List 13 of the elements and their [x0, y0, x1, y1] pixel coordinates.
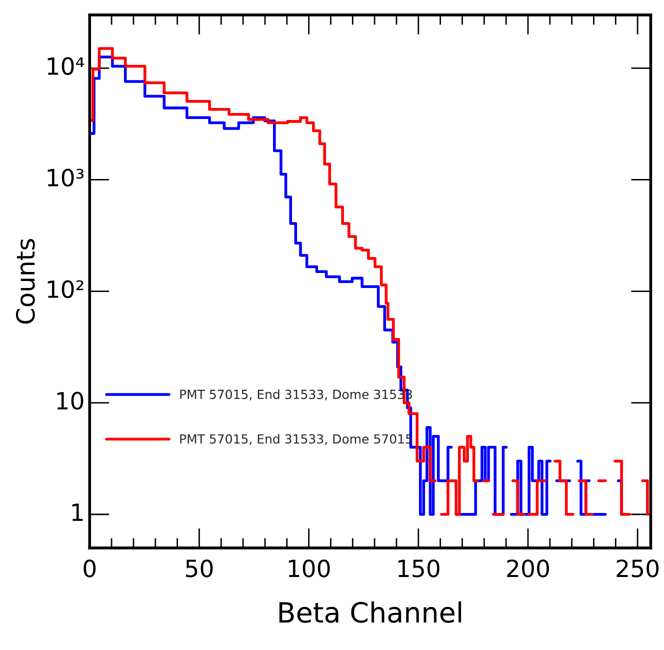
y-tick-label: 1	[72, 504, 83, 521]
x-tick-label: 250	[616, 559, 659, 578]
x-tick-label: 50	[186, 559, 213, 578]
y-tick-label: 10²	[48, 280, 84, 298]
x-tick-label: 0	[84, 559, 96, 578]
x-tick-label: 200	[507, 559, 549, 578]
y-tick-label: 10³	[48, 168, 84, 187]
x-axis-title: Beta Channel	[279, 601, 462, 623]
x-tick-label: 150	[398, 559, 440, 578]
y-tick-label: 10⁴	[48, 57, 84, 76]
y-tick-label: 10	[57, 392, 84, 410]
x-tick-label: 100	[288, 559, 330, 578]
y-axis-title: Counts	[16, 239, 35, 324]
